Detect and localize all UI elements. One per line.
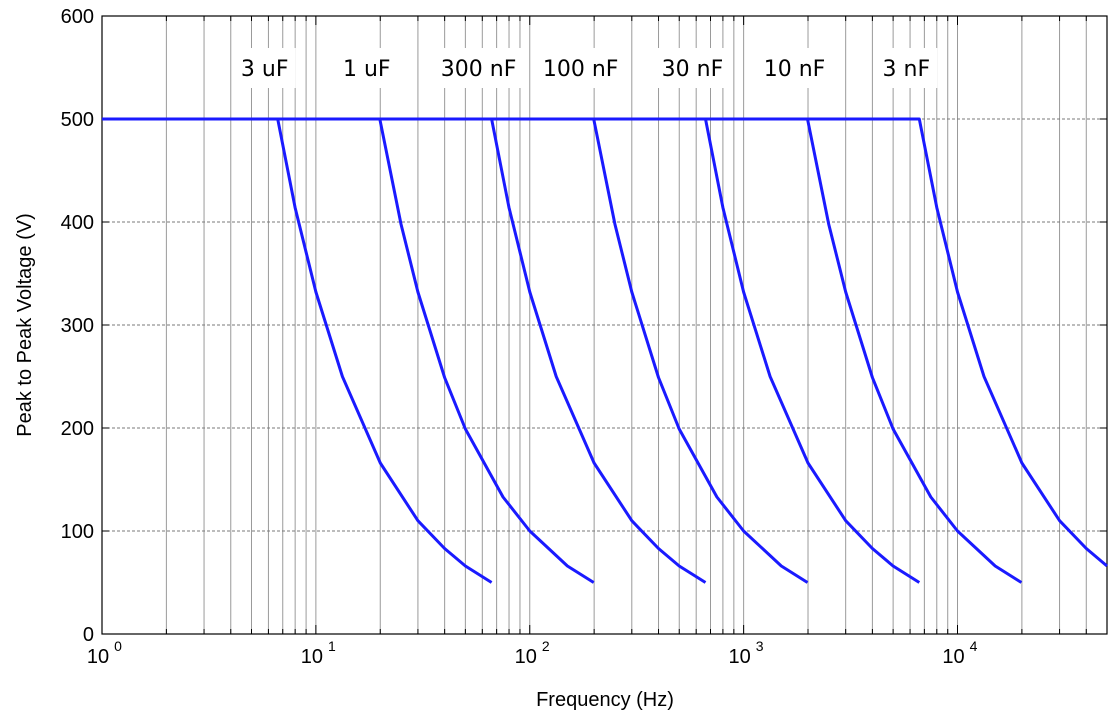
y-tick-label: 300 [61,315,94,337]
series-labels: 3 uF 1 uF 300 nF 100 nF 30 nF 10 nF 3 nF [233,48,938,88]
series-label-bg [757,48,832,88]
y-tick-label: 100 [61,521,94,543]
series-label-bg [335,48,398,88]
y-axis-ticks: 0 100 200 300 400 500 600 [61,6,94,646]
plot-area-border [101,15,1108,635]
y-axis-label: Peak to Peak Voltage (V) [14,213,36,436]
y-tick-label: 600 [61,6,94,28]
series-label-bg [655,48,730,88]
x-tick-label: 10 0 [87,638,122,668]
x-tick-label: 10 4 [942,638,977,668]
x-tick-label-base: 10 [515,646,537,668]
series-label: 10 nF [764,57,826,82]
x-tick-label-exponent: 4 [970,638,978,654]
series-label: 30 nF [662,57,724,82]
series-line [102,117,493,584]
series-label-bg [233,48,296,88]
x-tick-label-base: 10 [729,646,751,668]
x-tick-label: 10 2 [515,638,550,668]
y-tick-label: 400 [61,212,94,234]
series-line [102,117,707,584]
y-tick-label: 200 [61,418,94,440]
series-line [102,117,1108,568]
series-label: 1 uF [343,57,391,82]
series-line [102,117,1023,584]
series-label-bg [875,48,938,88]
x-tick-label-exponent: 3 [756,638,764,654]
series-label: 3 nF [883,57,931,82]
x-tick-label-exponent: 2 [542,638,550,654]
x-tick-label-base: 10 [87,646,109,668]
x-tick-label: 10 3 [729,638,764,668]
series-label-bg [537,48,625,88]
series-label-bg [435,48,523,88]
series-label: 100 nF [543,57,619,82]
x-axis-ticks: 10 0 10 1 10 2 10 3 10 4 [87,638,978,668]
x-tick-label-exponent: 0 [114,638,122,654]
x-axis-label: Frequency (Hz) [536,689,674,711]
series-label: 3 uF [241,57,289,82]
y-tick-label: 500 [61,109,94,131]
series-label: 300 nF [441,57,517,82]
x-tick-label-exponent: 1 [328,638,336,654]
series-line [102,117,595,584]
x-tick-label-base: 10 [942,646,964,668]
series-lines [102,117,1108,584]
y-tick-label: 0 [83,624,94,646]
x-tick-label-base: 10 [301,646,323,668]
plot-frame [101,15,1108,635]
series-line [102,117,921,584]
x-tick-label: 10 1 [301,638,336,668]
grid [101,15,1108,635]
series-line [102,117,809,584]
